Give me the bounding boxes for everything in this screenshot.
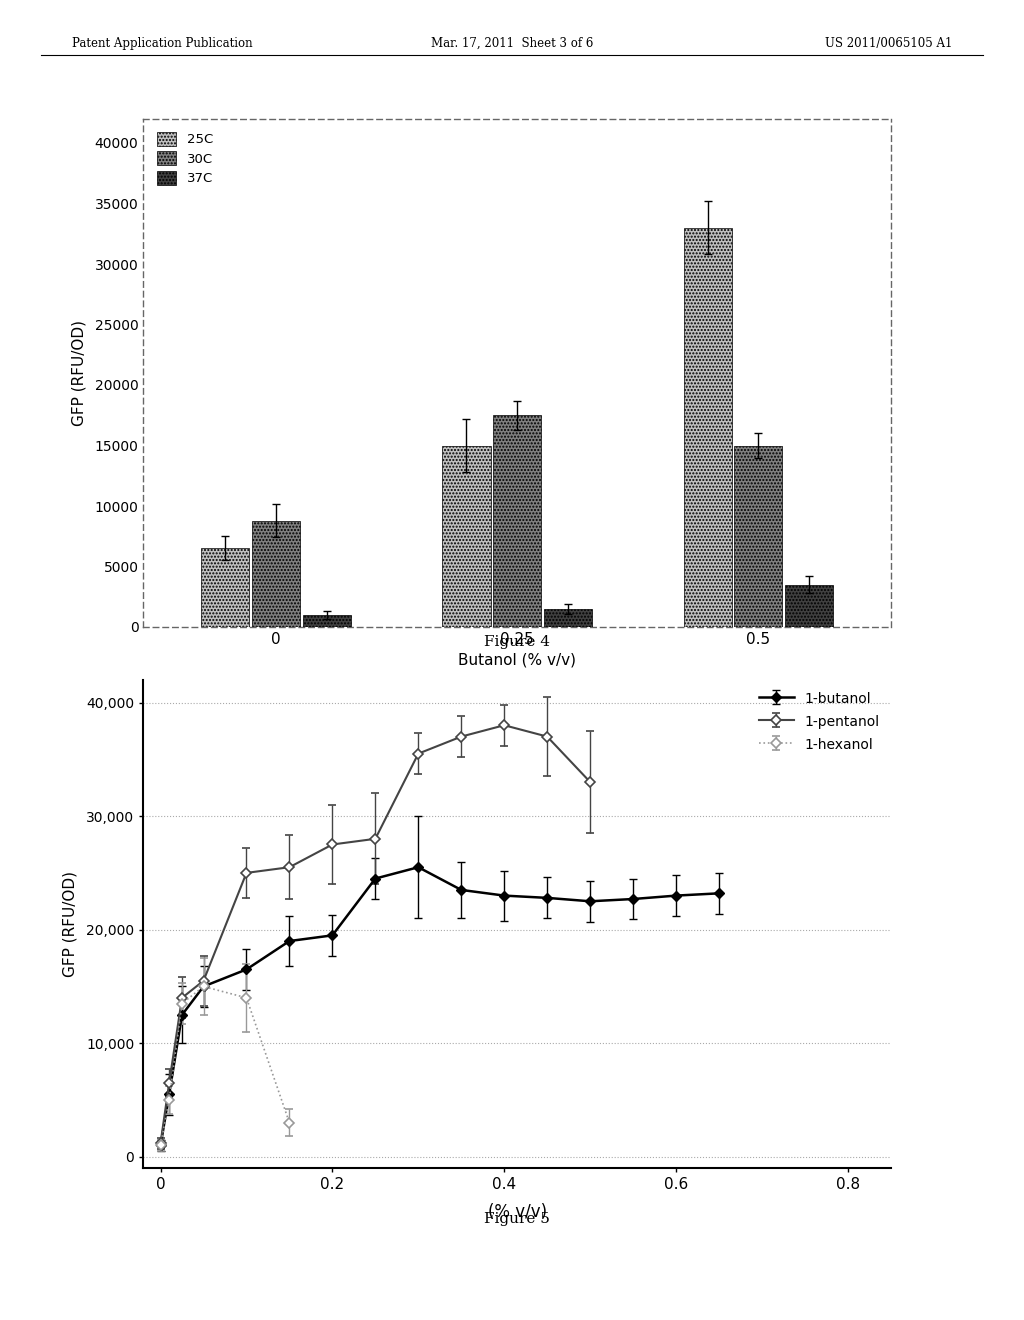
Text: Mar. 17, 2011  Sheet 3 of 6: Mar. 17, 2011 Sheet 3 of 6 [431,37,593,50]
Bar [784,585,833,627]
Text: Figure 4: Figure 4 [484,635,550,649]
Legend: 25C, 30C, 37C: 25C, 30C, 37C [150,125,220,191]
Bar [202,548,250,627]
Bar [493,416,542,627]
Y-axis label: GFP (RFU/OD): GFP (RFU/OD) [72,319,86,426]
Bar [683,227,732,627]
Text: Patent Application Publication: Patent Application Publication [72,37,252,50]
Bar [442,446,490,627]
Text: Figure 5: Figure 5 [484,1212,550,1226]
Y-axis label: GFP (RFU/OD): GFP (RFU/OD) [62,871,78,977]
Legend: 1-butanol, 1-pentanol, 1-hexanol: 1-butanol, 1-pentanol, 1-hexanol [755,686,884,756]
Text: US 2011/0065105 A1: US 2011/0065105 A1 [825,37,952,50]
Bar [544,609,592,627]
Bar [734,446,782,627]
Bar [252,520,300,627]
Bar [302,615,351,627]
X-axis label: (% v/v): (% v/v) [487,1204,547,1221]
X-axis label: Butanol (% v/v): Butanol (% v/v) [458,652,577,668]
